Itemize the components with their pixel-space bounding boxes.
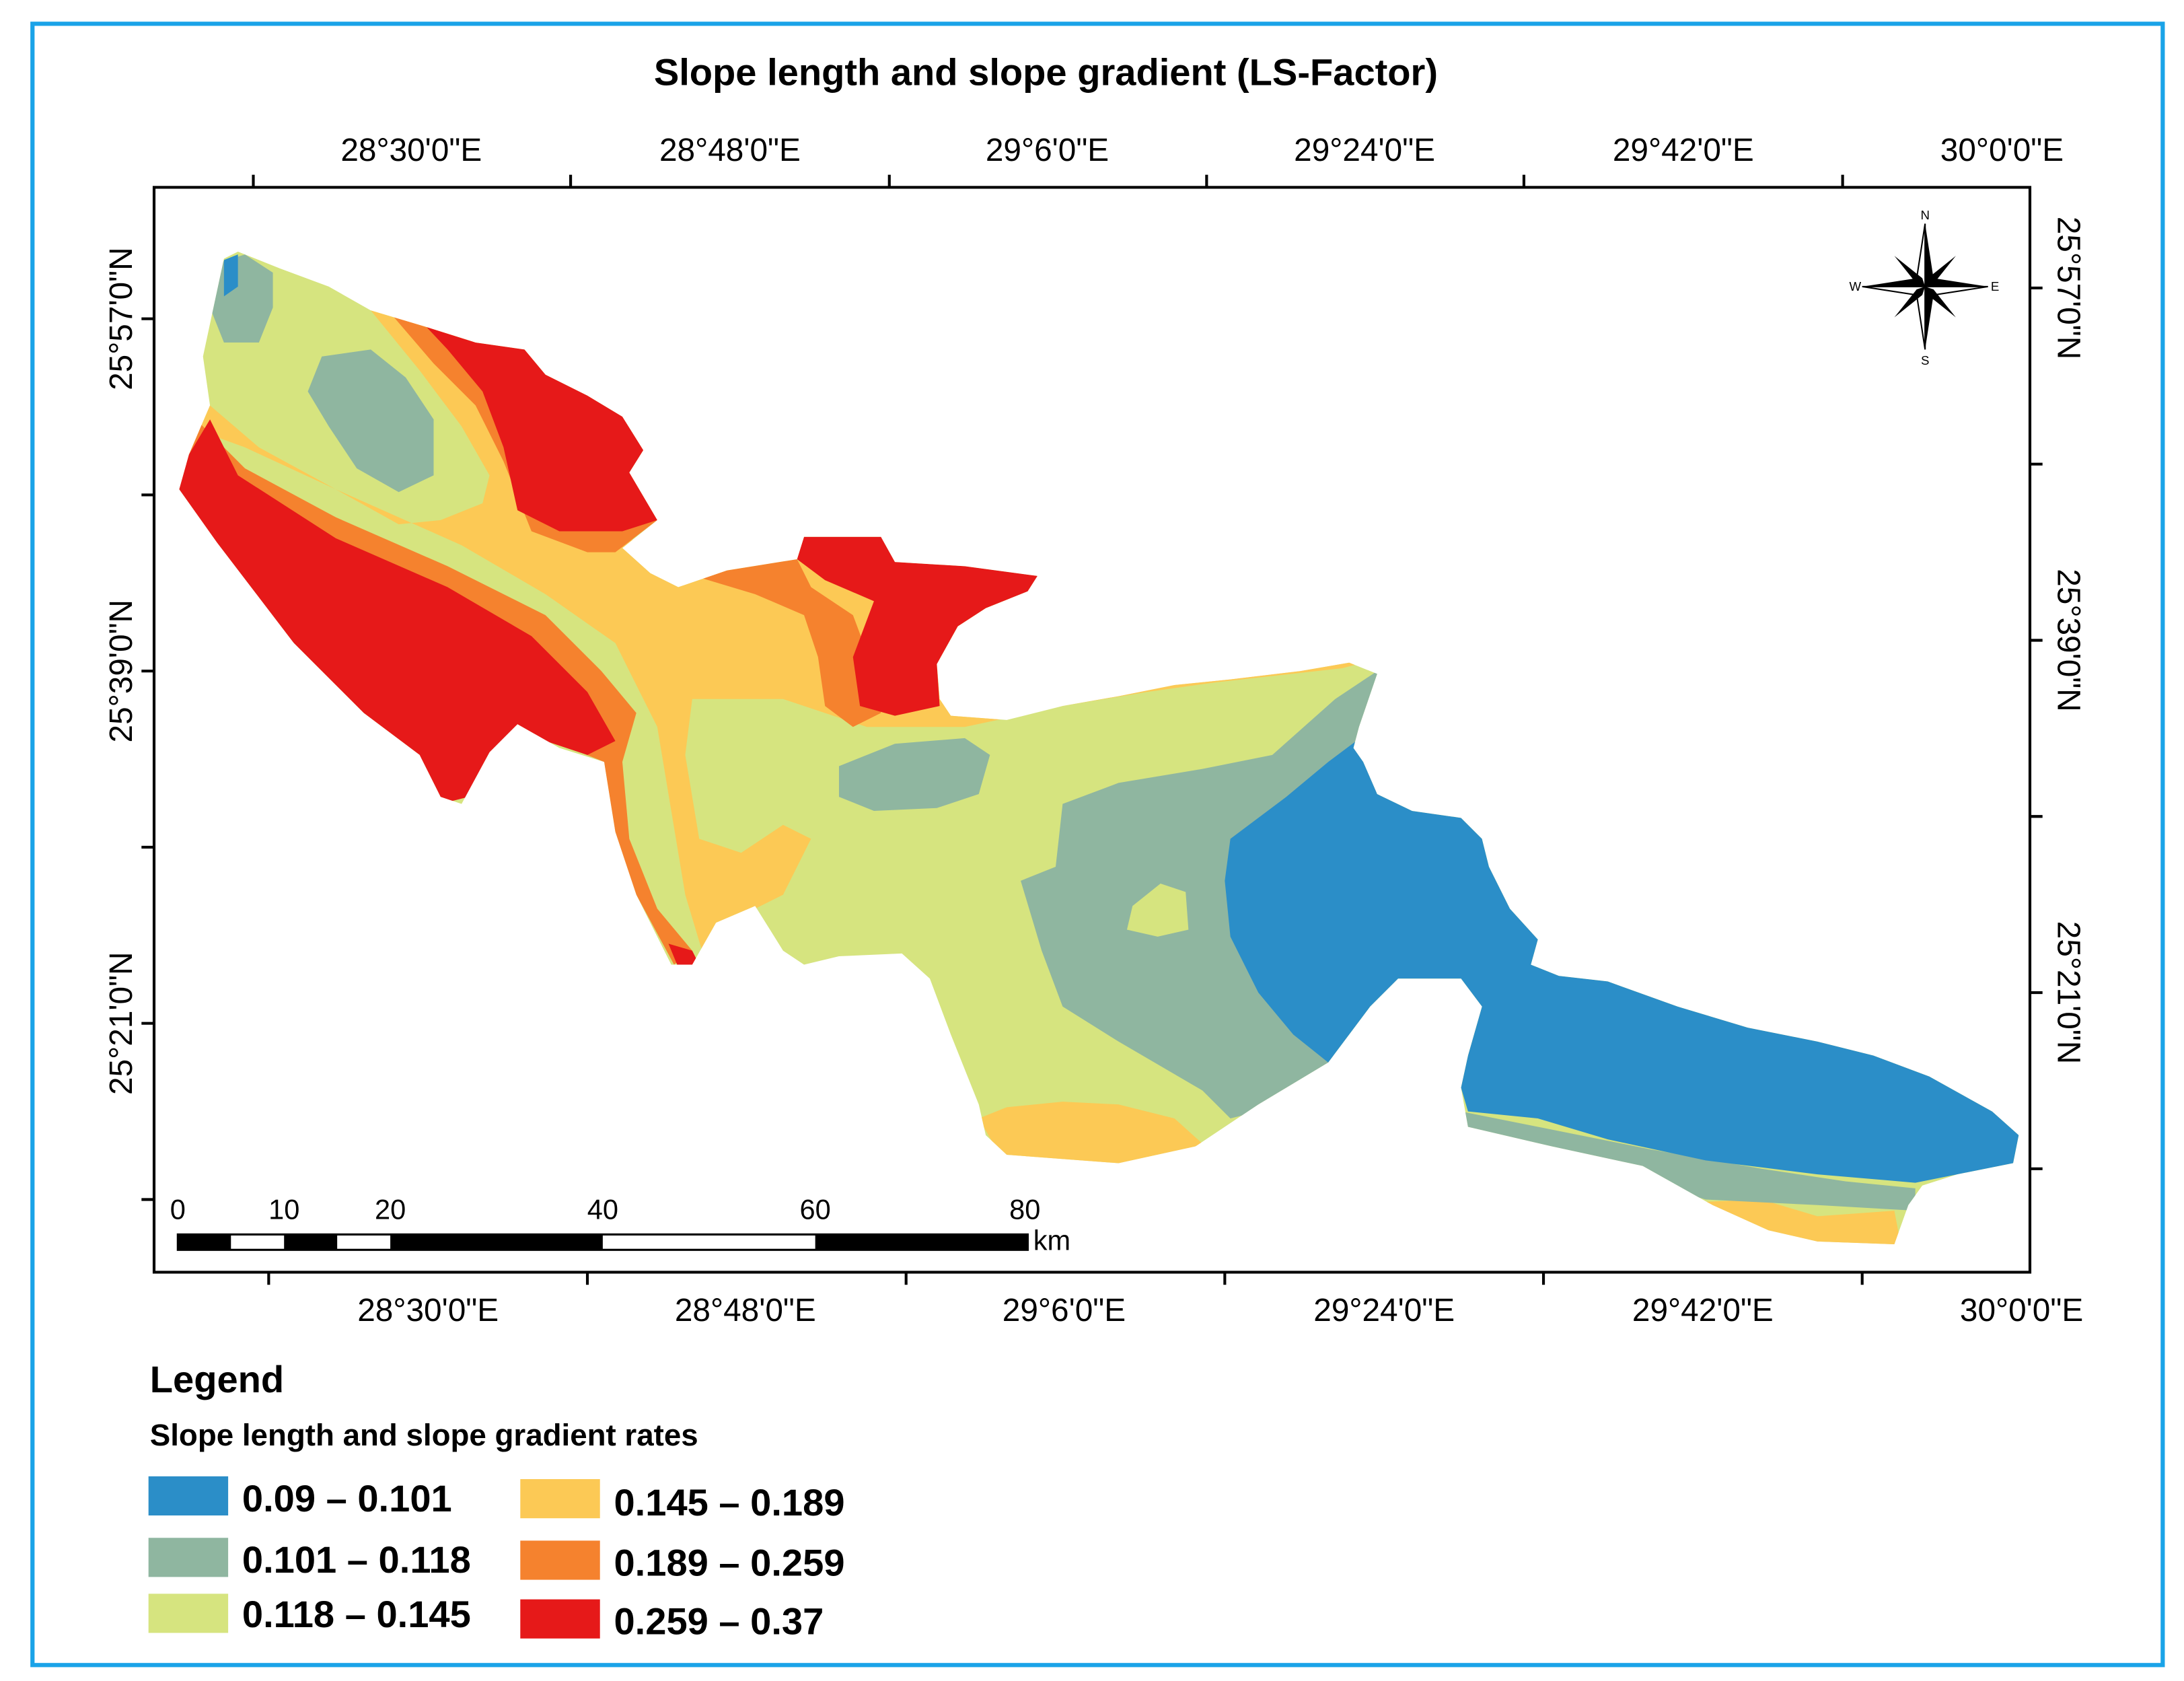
top-label-5: 29°42'0"E [1613, 133, 1754, 168]
west-label: W [1849, 279, 1861, 293]
legend-label-5: 0.189 – 0.259 [614, 1541, 844, 1583]
bottom-label-1: 28°30'0"E [357, 1293, 499, 1328]
legend-label-4: 0.145 – 0.189 [614, 1481, 844, 1524]
legend-swatch-1 [148, 1476, 229, 1516]
top-label-6: 30°0'0"E [1940, 133, 2064, 168]
bottom-label-4: 29°24'0"E [1313, 1293, 1455, 1328]
scale-tick-40: 40 [587, 1194, 618, 1225]
left-label-2: 25°39'0"N [104, 600, 139, 742]
legend-label-6: 0.259 – 0.37 [614, 1600, 824, 1643]
bottom-label-6: 30°0'0"E [1960, 1293, 2083, 1328]
top-axis-labels: 28°30'0"E 28°48'0"E 29°6'0"E 29°24'0"E 2… [340, 133, 2064, 168]
legend-label-3: 0.118 – 0.145 [242, 1593, 471, 1635]
zone-class-118-145-inlier [1126, 883, 1189, 937]
right-label-3: 25°21'0"N [2051, 921, 2086, 1065]
zone-class-259-37-west [179, 419, 616, 804]
legend-label-2: 0.101 – 0.118 [242, 1538, 471, 1581]
right-axis-labels: 25°57'0"N 25°39'0"N 25°21'0"N [2051, 217, 2086, 1065]
legend-label-1: 0.09 – 0.101 [242, 1477, 452, 1519]
legend-subtitle: Slope length and slope gradient rates [150, 1418, 698, 1452]
legend: Legend Slope length and slope gradient r… [148, 1358, 845, 1643]
left-label-1: 25°57'0"N [104, 247, 139, 390]
zone-class-145-189-south [978, 1102, 1203, 1166]
zone-class-101-118-nw-patch [307, 349, 434, 493]
zone-class-259-37-north [427, 327, 657, 532]
legend-swatch-4 [520, 1478, 600, 1519]
north-arrow-icon: N S E W [1849, 208, 1999, 367]
zone-class-259-37-south [668, 943, 700, 968]
bottom-label-5: 29°42'0"E [1632, 1293, 1774, 1328]
legend-heading: Legend [150, 1358, 284, 1400]
zone-class-145-189 [179, 310, 1385, 965]
scale-tick-0: 0 [170, 1194, 186, 1225]
top-label-4: 29°24'0"E [1294, 133, 1435, 168]
zone-class-101-118-se [1461, 1111, 1916, 1211]
graticule-ticks [141, 174, 2043, 1285]
legend-swatch-2 [148, 1538, 229, 1577]
north-label: N [1920, 208, 1930, 222]
bottom-axis-labels: 28°30'0"E 28°48'0"E 29°6'0"E 29°24'0"E 2… [357, 1293, 2083, 1328]
zone-class-101-118-central-patch [838, 738, 990, 811]
scale-tick-60: 60 [800, 1194, 831, 1225]
scale-tick-20: 20 [375, 1194, 406, 1225]
scale-bar: 0 10 20 40 60 80 km [170, 1194, 1070, 1256]
legend-swatch-5 [520, 1540, 600, 1580]
bottom-label-2: 28°48'0"E [675, 1293, 816, 1328]
map-title: Slope length and slope gradient (LS-Fact… [654, 51, 1438, 94]
scale-tick-80: 80 [1009, 1194, 1040, 1225]
zone-class-09-101-east [1225, 741, 2019, 1183]
left-label-3: 25°21'0"N [104, 952, 139, 1095]
zone-class-189-259-central [685, 559, 881, 727]
right-label-1: 25°57'0"N [2051, 217, 2086, 359]
scale-unit: km [1033, 1224, 1070, 1256]
top-label-2: 28°48'0"E [659, 133, 801, 168]
zone-class-09-101-nw [223, 254, 238, 297]
bottom-label-3: 29°6'0"E [1003, 1293, 1126, 1328]
legend-swatch-6 [520, 1599, 600, 1639]
left-axis-labels: 25°57'0"N 25°39'0"N 25°21'0"N [104, 247, 139, 1095]
south-label: S [1921, 353, 1929, 367]
east-label: E [1991, 279, 1999, 293]
top-label-1: 28°30'0"E [340, 133, 482, 168]
scale-tick-10: 10 [268, 1194, 299, 1225]
legend-swatch-3 [148, 1594, 229, 1633]
right-label-2: 25°39'0"N [2051, 569, 2086, 711]
top-label-3: 29°6'0"E [986, 133, 1109, 168]
zone-class-259-37-central [797, 536, 1038, 716]
